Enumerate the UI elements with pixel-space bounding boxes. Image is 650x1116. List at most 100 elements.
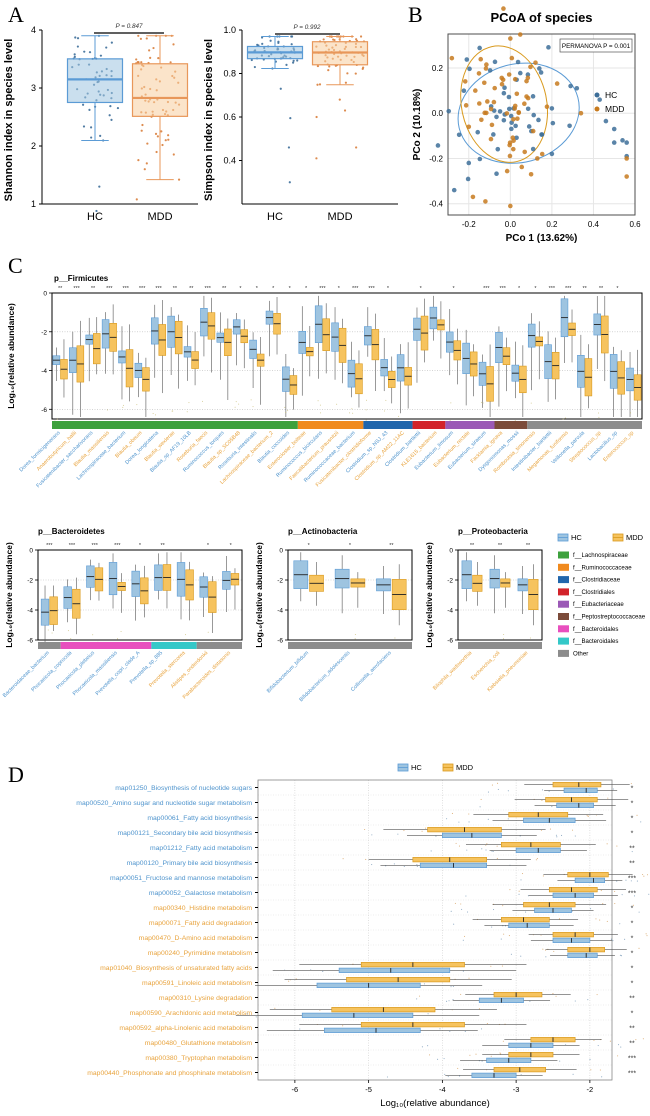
svg-text:p__Proteobacteria: p__Proteobacteria [458, 527, 528, 536]
svg-text:MDD: MDD [456, 763, 474, 772]
svg-text:f__Eubacteriaceae: f__Eubacteriaceae [573, 601, 624, 608]
svg-text:-0.4: -0.4 [429, 200, 443, 209]
svg-text:f__Clostridiales: f__Clostridiales [573, 589, 615, 596]
svg-text:**: ** [599, 286, 604, 292]
svg-text:*: * [631, 921, 634, 928]
svg-text:*: * [230, 543, 233, 549]
svg-text:Log₁₀(relative abundance): Log₁₀(relative abundance) [4, 542, 14, 648]
svg-text:*: * [631, 816, 634, 823]
svg-text:Log₁₀(relative abundance): Log₁₀(relative abundance) [254, 542, 264, 648]
svg-text:Log₁₀(relative abundance): Log₁₀(relative abundance) [380, 1098, 490, 1109]
svg-text:-6: -6 [292, 1085, 299, 1094]
svg-text:*: * [239, 286, 242, 292]
svg-text:***: *** [368, 286, 375, 292]
svg-text:0: 0 [29, 548, 33, 555]
svg-text:0.8: 0.8 [223, 69, 236, 79]
svg-text:map00240_Pyrimidine metabolism: map00240_Pyrimidine metabolism [148, 950, 253, 957]
svg-text:-4: -4 [447, 608, 453, 615]
svg-text:map00520_Amino sugar and nucle: map00520_Amino sugar and nucleotide suga… [76, 800, 252, 807]
svg-text:-2: -2 [277, 578, 283, 585]
svg-text:*: * [631, 801, 634, 808]
svg-text:**: ** [498, 543, 503, 549]
svg-text:*: * [349, 543, 352, 549]
svg-text:p__Firmicutes: p__Firmicutes [54, 274, 109, 283]
svg-text:map00591_Linoleic acid metabol: map00591_Linoleic acid metabolism [142, 980, 252, 987]
svg-text:MDD: MDD [327, 211, 352, 223]
svg-text:*: * [631, 951, 634, 958]
svg-text:Log₁₀(relative abundance): Log₁₀(relative abundance) [424, 542, 434, 648]
svg-text:***: *** [46, 543, 53, 549]
svg-text:*: * [387, 286, 390, 292]
svg-text:map00440_Phosphonate and phosp: map00440_Phosphonate and phosphinate met… [87, 1070, 252, 1077]
svg-text:-2: -2 [27, 578, 33, 585]
svg-text:-6: -6 [277, 638, 283, 645]
svg-text:-6: -6 [447, 638, 453, 645]
svg-text:***: *** [114, 543, 121, 549]
svg-text:**: ** [173, 286, 178, 292]
svg-text:3: 3 [31, 83, 36, 93]
svg-text:Parabacteroides_distasonis: Parabacteroides_distasonis [182, 650, 233, 701]
svg-text:Bifidobacterium_bifidum: Bifidobacterium_bifidum [266, 650, 311, 695]
svg-text:***: *** [499, 286, 506, 292]
svg-text:*: * [452, 286, 455, 292]
svg-text:map00051_Fructose and mannose: map00051_Fructose and mannose metabolism [110, 875, 252, 882]
svg-text:MDD: MDD [147, 211, 172, 223]
svg-text:0.2: 0.2 [546, 220, 558, 229]
svg-text:*: * [338, 286, 341, 292]
svg-text:*: * [272, 286, 275, 292]
svg-text:*: * [289, 286, 292, 292]
svg-text:Simpson index in species level: Simpson index in species level [203, 39, 215, 201]
svg-text:map00470_D-Amino acid metaboli: map00470_D-Amino acid metabolism [139, 935, 253, 942]
svg-text:-2: -2 [587, 1085, 594, 1094]
svg-text:map01040_Biosynthesis of unsat: map01040_Biosynthesis of unsaturated fat… [100, 965, 252, 972]
svg-text:PCoA of species: PCoA of species [490, 10, 592, 25]
svg-text:P = 0.847: P = 0.847 [116, 23, 143, 30]
svg-text:map00061_Fatty acid biosynthes: map00061_Fatty acid biosynthesis [147, 815, 252, 822]
svg-text:***: *** [106, 286, 113, 292]
svg-text:f__Clostridiaceae: f__Clostridiaceae [573, 577, 621, 584]
svg-text:**: ** [629, 1041, 635, 1048]
svg-text:**: ** [58, 286, 63, 292]
svg-text:map00071_Fatty acid degradatio: map00071_Fatty acid degradation [149, 920, 252, 927]
svg-text:**: ** [222, 286, 227, 292]
svg-text:map00380_Tryptophan metabolism: map00380_Tryptophan metabolism [145, 1055, 252, 1062]
svg-text:***: *** [69, 543, 76, 549]
svg-text:0.4: 0.4 [223, 156, 236, 166]
svg-text:Log₁₀(relative abundance): Log₁₀(relative abundance) [6, 303, 16, 409]
svg-text:Phocaeicola_coprocola: Phocaeicola_coprocola [30, 650, 73, 693]
svg-text:HC: HC [605, 90, 617, 100]
svg-text:***: *** [549, 286, 556, 292]
svg-text:map00592_alpha-Linolenic acid: map00592_alpha-Linolenic acid metabolism [119, 1025, 252, 1032]
svg-text:**: ** [161, 543, 166, 549]
svg-text:Collinsella_aerofaciens: Collinsella_aerofaciens [350, 650, 393, 693]
svg-text:***: *** [73, 286, 80, 292]
svg-text:0.4: 0.4 [588, 220, 600, 229]
svg-text:4: 4 [31, 25, 36, 35]
svg-text:*: * [534, 286, 537, 292]
svg-text:p__Actinobacteria: p__Actinobacteria [288, 527, 358, 536]
svg-text:1.0: 1.0 [223, 25, 236, 35]
svg-text:**: ** [470, 543, 475, 549]
svg-text:map00340_Histidine metabolism: map00340_Histidine metabolism [153, 905, 252, 912]
svg-text:*: * [616, 286, 619, 292]
svg-text:map00590_Arachidonic acid meta: map00590_Arachidonic acid metabolism [130, 1010, 253, 1017]
svg-text:*: * [631, 1011, 634, 1018]
svg-text:***: *** [139, 286, 146, 292]
svg-text:map01250_Biosynthesis of nucle: map01250_Biosynthesis of nucleotide suga… [115, 785, 252, 792]
svg-text:*: * [631, 831, 634, 838]
svg-text:PCo 2 (10.18%): PCo 2 (10.18%) [412, 89, 423, 161]
svg-text:map01212_Fatty acid metabolism: map01212_Fatty acid metabolism [150, 845, 252, 852]
svg-text:*: * [631, 936, 634, 943]
svg-text:Phocaeicola_plebeius: Phocaeicola_plebeius [55, 650, 96, 691]
svg-text:***: *** [565, 286, 572, 292]
svg-text:f__Lachnospiraceae: f__Lachnospiraceae [573, 552, 628, 559]
svg-text:**: ** [389, 543, 394, 549]
svg-text:Other: Other [573, 650, 588, 657]
svg-text:***: *** [155, 286, 162, 292]
svg-text:***: *** [352, 286, 359, 292]
svg-text:***: *** [628, 876, 636, 883]
svg-text:map00310_Lysine degradation: map00310_Lysine degradation [159, 995, 252, 1002]
svg-text:-2: -2 [447, 578, 453, 585]
svg-text:0: 0 [279, 548, 283, 555]
svg-text:MDD: MDD [605, 104, 624, 114]
